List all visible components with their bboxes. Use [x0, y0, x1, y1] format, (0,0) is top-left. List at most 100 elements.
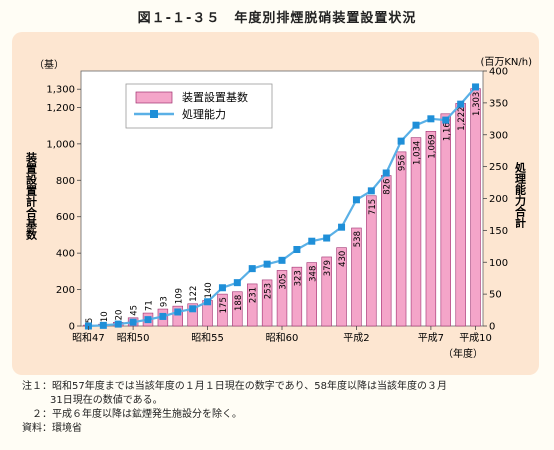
line-layer — [84, 83, 480, 330]
right-tick-label: 0 — [489, 322, 495, 333]
bar-value-label: 538 — [353, 231, 363, 247]
right-tick-label: 350 — [489, 98, 508, 109]
bar-value-label: 93 — [159, 296, 169, 307]
bar-value-label: 175 — [219, 297, 229, 313]
bar-value-label: 1,069 — [427, 134, 437, 158]
left-unit-label: （基） — [34, 58, 64, 71]
bar-value-label: 1,165 — [442, 117, 452, 141]
capacity-point — [382, 169, 390, 177]
chart-panel: 5 10 20 45 71 93 109 122 140 175 188 231 253 305 323 34… — [12, 32, 539, 375]
capacity-point — [442, 116, 450, 124]
figure-title: 図１-１-３５ 年度別排煙脱硝装置設置状況 — [137, 11, 417, 26]
bar-value-label: 1,034 — [413, 141, 423, 165]
bar-平成元 — [336, 247, 347, 327]
bar-59 — [261, 279, 273, 327]
capacity-point — [457, 100, 465, 108]
left-tick-label: 200 — [56, 285, 75, 296]
capacity-point — [263, 260, 271, 268]
capacity-point — [323, 234, 331, 242]
legend-box — [125, 83, 273, 129]
right-unit-label: (百万KN/h) — [480, 56, 532, 68]
footnote-1: 注１：昭和57年度までは当該年度の１月１日現在の数字であり、58年度以降は当該年… — [22, 381, 447, 392]
legend-bar-label: 装置設置基数 — [182, 90, 248, 104]
x-tick-label: 平成10 — [459, 332, 492, 344]
capacity-point — [472, 83, 480, 91]
left-tick-label: 1,000 — [46, 139, 75, 150]
legend-line-label: 処理能力 — [182, 107, 226, 121]
left-tick-label: 1,200 — [46, 103, 75, 114]
x-tick-label: 昭和50 — [117, 332, 150, 344]
capacity-point — [427, 115, 435, 123]
bar-58 — [247, 283, 258, 327]
footnote-2: ２：平成６年度以降は鉱煙発生施設分を除く。 — [22, 409, 242, 420]
bar-value-label: 10 — [100, 311, 110, 322]
right-tick-label: 400 — [489, 67, 508, 78]
left-tick-label: 0 — [69, 322, 75, 333]
capacity-point — [204, 298, 212, 306]
bar-5 — [395, 151, 407, 327]
left-tick-label: 800 — [56, 176, 75, 187]
bar-value-label: 826 — [383, 179, 393, 195]
bar-63 — [321, 256, 332, 327]
bar-6 — [410, 137, 422, 327]
bar-value-label: 231 — [249, 287, 259, 303]
bar-value-label: 109 — [174, 288, 184, 304]
bar-value-label: 1,303 — [472, 92, 482, 116]
capacity-point — [352, 196, 360, 204]
right-axis-title: 処理能力合計 — [514, 161, 528, 229]
capacity-point — [99, 321, 107, 329]
x-tick-label: 平成2 — [343, 332, 369, 344]
capacity-point — [338, 223, 346, 231]
bar-value-label: 305 — [279, 273, 289, 289]
bar-57 — [232, 291, 243, 327]
left-tick-label: 600 — [56, 212, 75, 223]
bar-value-label: 45 — [130, 305, 140, 316]
x-tick-label: 昭和47 — [72, 332, 105, 344]
bar-value-label: 253 — [264, 283, 274, 299]
x-tick-label: 平成7 — [418, 332, 444, 344]
capacity-point — [129, 318, 137, 326]
bar-8 — [440, 113, 451, 327]
bar-56 — [217, 293, 228, 327]
legend-bar-swatch — [135, 91, 173, 104]
x-axis-note: （年度） — [443, 347, 483, 360]
right-tick-label: 150 — [489, 226, 508, 237]
bar-62 — [306, 262, 317, 327]
bar-value-label: 348 — [308, 266, 318, 282]
right-tick-label: 250 — [489, 162, 508, 173]
bar-54 — [187, 303, 198, 327]
capacity-point — [233, 279, 241, 287]
bar-value-label: 188 — [234, 295, 244, 311]
x-tick-label: 昭和60 — [266, 332, 299, 344]
capacity-point — [412, 121, 420, 129]
bar-value-label: 715 — [368, 199, 378, 215]
bar-value-label: 323 — [293, 270, 303, 286]
capacity-point — [159, 312, 167, 320]
capacity-point — [218, 284, 226, 292]
bar-value-label: 140 — [204, 282, 214, 298]
footnote-1-continued: 31日現在の数値である。 — [50, 395, 163, 406]
capacity-point — [397, 137, 405, 145]
bar-value-label: 122 — [189, 286, 199, 302]
bar-value-label: 956 — [398, 155, 408, 171]
bar-53 — [172, 305, 183, 327]
x-tick-label: 昭和55 — [191, 332, 224, 344]
chart: 5 10 20 45 71 93 109 122 140 175 188 231 253 305 323 34… — [25, 56, 533, 360]
bar-value-label: 430 — [338, 251, 348, 267]
legend: 装置設置基数 処理能力 — [125, 83, 273, 129]
capacity-point — [248, 265, 256, 273]
bar-value-label: 379 — [323, 260, 333, 276]
bar-9 — [455, 103, 466, 327]
capacity-point — [308, 237, 316, 245]
capacity-point — [174, 308, 182, 316]
right-tick-label: 200 — [489, 194, 508, 205]
bar-value-label: 1,222 — [457, 106, 467, 130]
right-tick-label: 300 — [489, 130, 508, 141]
bar-61 — [291, 266, 303, 327]
legend-line-marker — [150, 110, 158, 118]
left-tick-label: 400 — [56, 249, 75, 260]
axis-layer: 0 200 400 600 800 1,000 1,200 1,300 0 50 100 150 200… — [46, 67, 508, 345]
bar-value-label: 71 — [145, 300, 155, 311]
capacity-point — [144, 316, 152, 324]
capacity-point — [114, 320, 122, 328]
